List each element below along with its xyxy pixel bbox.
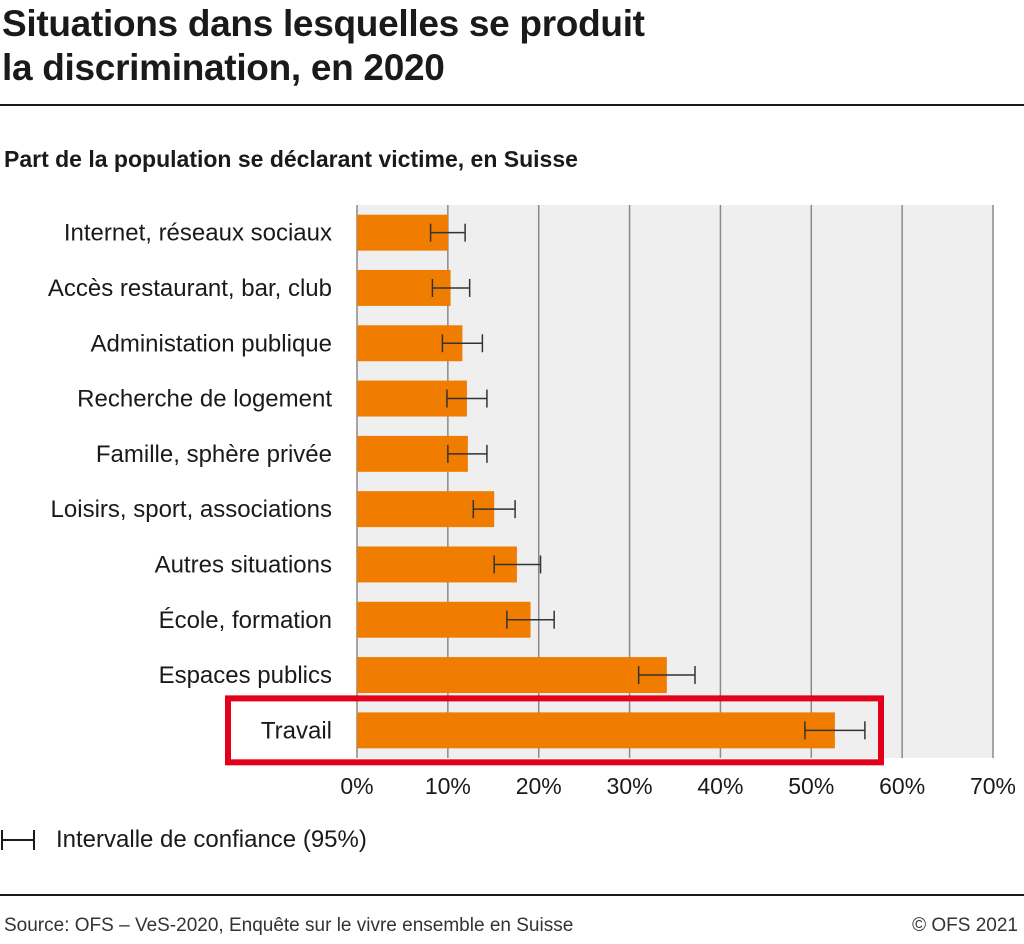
x-tick-label: 30% xyxy=(607,773,653,799)
bar xyxy=(357,657,667,694)
x-tick-label: 20% xyxy=(516,773,562,799)
x-tick-label: 40% xyxy=(697,773,743,799)
chart-title: Situations dans lesquelles se produit la… xyxy=(2,2,645,90)
bar-chart: 0% 10% 20% 30% 40% 50% 60% 70% Internet, réseaux… xyxy=(48,205,1016,799)
bar xyxy=(357,546,517,583)
category-label: Internet, réseaux sociaux xyxy=(64,220,332,247)
category-label: Recherche de logement xyxy=(77,386,332,413)
category-label: Accès restaurant, bar, club xyxy=(48,275,332,302)
confidence-interval xyxy=(637,666,696,685)
confidence-interval xyxy=(506,610,555,629)
category-label: Autres situations xyxy=(155,551,332,578)
legend: Intervalle de confiance (95%) xyxy=(0,826,367,854)
error-bar-legend-icon xyxy=(1,830,35,850)
highlight-box xyxy=(225,695,884,766)
bar xyxy=(357,491,495,528)
x-tick-label: 0% xyxy=(340,773,373,799)
copyright-note: © OFS 2021 xyxy=(912,915,1018,936)
confidence-interval xyxy=(447,444,488,463)
confidence-interval xyxy=(493,555,542,574)
confidence-interval xyxy=(441,334,484,353)
title-divider xyxy=(0,104,1024,106)
confidence-interval xyxy=(472,500,516,519)
confidence-interval xyxy=(431,278,471,297)
category-label: Administation publique xyxy=(91,330,333,357)
bar xyxy=(357,712,835,749)
confidence-interval xyxy=(446,389,488,408)
category-label: Loisirs, sport, associations xyxy=(51,496,332,523)
category-label: Espaces publics xyxy=(159,662,332,689)
bar xyxy=(357,601,531,638)
confidence-interval xyxy=(429,223,466,242)
footer-divider xyxy=(0,894,1024,896)
x-tick-label: 10% xyxy=(425,773,471,799)
confidence-interval xyxy=(804,721,866,740)
chart-subtitle: Part de la population se déclarant victi… xyxy=(4,146,578,172)
category-label: Famille, sphère privée xyxy=(96,441,332,468)
chart-title-line-2: la discrimination, en 2020 xyxy=(2,47,445,88)
category-label: École, formation xyxy=(159,607,332,634)
chart-title-line-1: Situations dans lesquelles se produit xyxy=(2,3,645,44)
source-note: Source: OFS – VeS-2020, Enquête sur le v… xyxy=(4,915,574,936)
x-tick-label: 50% xyxy=(788,773,834,799)
x-tick-label: 70% xyxy=(970,773,1016,799)
legend-label: Intervalle de confiance (95%) xyxy=(56,826,367,853)
x-tick-label: 60% xyxy=(879,773,925,799)
category-label: Travail xyxy=(261,717,332,744)
